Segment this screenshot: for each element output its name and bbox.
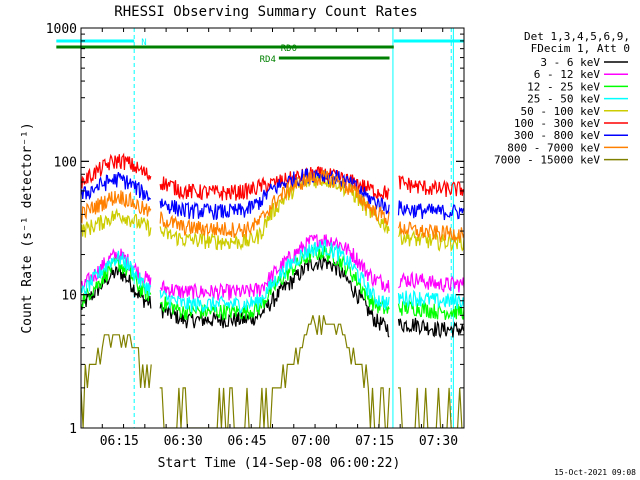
legend-entry-label: 3 - 6 keV — [540, 56, 600, 69]
y-tick-label: 1000 — [46, 22, 77, 37]
legend: Det 1,3,4,5,6,9, FDecim 1, Att 0 3 - 6 k… — [494, 30, 630, 167]
x-tick-label: 07:15 — [355, 434, 394, 449]
series-line-7 — [81, 168, 464, 221]
legend-header-line-2: FDecim 1, Att 0 — [531, 42, 630, 55]
annotation-label-rd0: RD0 — [281, 44, 297, 54]
x-tick-label: 07:30 — [419, 434, 458, 449]
series-line-4 — [81, 239, 464, 314]
legend-entry-label: 800 - 7000 keV — [507, 141, 600, 154]
plot-area: N RD0 RD4 — [56, 28, 464, 428]
series-line-6 — [81, 152, 464, 201]
y-tick-label: 1 — [69, 422, 77, 437]
footer-timestamp: 15-Oct-2021 09:08 — [554, 468, 636, 477]
x-tick-label: 06:45 — [227, 434, 266, 449]
legend-entry-label: 25 - 50 keV — [527, 93, 600, 106]
annotation-label-rd4: RD4 — [260, 55, 276, 65]
annotation-label-n: N — [141, 38, 146, 48]
x-axis-label: Start Time (14-Sep-08 06:00:22) — [158, 456, 401, 471]
legend-header-line-1: Det 1,3,4,5,6,9, — [524, 30, 630, 43]
legend-entry-label: 100 - 300 keV — [514, 117, 600, 130]
x-tick-label: 07:00 — [291, 434, 330, 449]
x-tick-label: 06:15 — [100, 434, 139, 449]
series-line-9 — [81, 315, 464, 428]
chart-title: RHESSI Observing Summary Count Rates — [114, 4, 417, 20]
legend-entry-label: 300 - 800 keV — [514, 129, 600, 142]
legend-entry-label: 50 - 100 keV — [521, 105, 601, 118]
legend-entry-label: 6 - 12 keV — [534, 68, 601, 81]
y-tick-label: 100 — [54, 155, 77, 170]
y-tick-label: 10 — [61, 289, 77, 304]
axes: 1 10 100 1000 06:15 06:30 06:45 07:00 07:15 07:30 — [46, 22, 465, 449]
legend-entry-label: 12 - 25 keV — [527, 80, 600, 93]
x-tick-label: 06:30 — [164, 434, 203, 449]
legend-entry-label: 7000 - 15000 keV — [494, 154, 600, 167]
series-group — [81, 152, 464, 428]
y-axis-label: Count Rate (s⁻¹ detector⁻¹) — [20, 122, 35, 333]
series-line-8 — [81, 169, 464, 243]
